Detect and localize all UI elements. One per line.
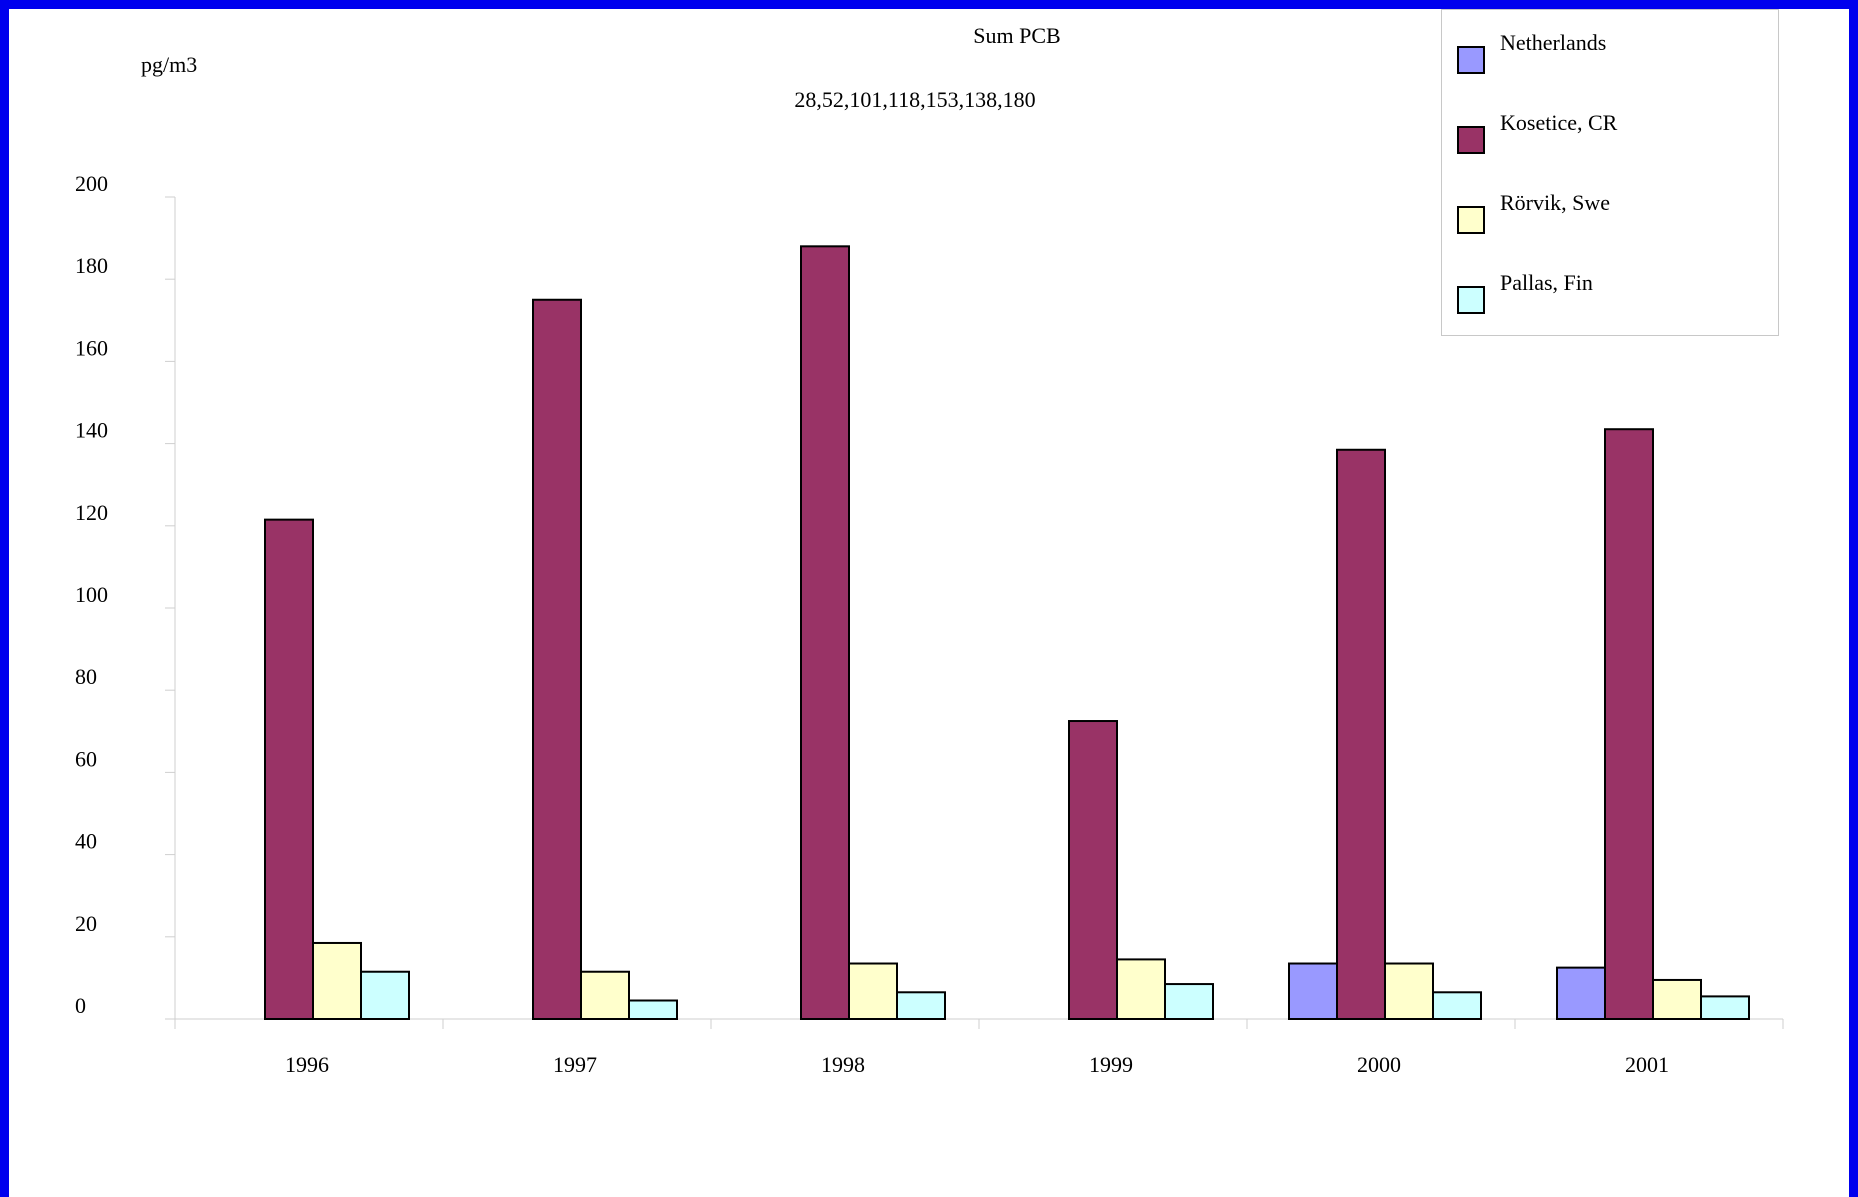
bar-chart: Sum PCB 28,52,101,118,153,138,180 pg/m3 … <box>75 23 1784 1077</box>
legend-swatch <box>1457 286 1485 314</box>
bar-1-2000 <box>1288 962 1338 1021</box>
bar-4-1999 <box>1164 983 1214 1021</box>
y-tick-label: 100 <box>75 582 108 607</box>
legend-item: Rörvik, Swe <box>1457 178 1767 234</box>
chart-frame: Sum PCB 28,52,101,118,153,138,180 pg/m3 … <box>9 9 1849 1197</box>
y-tick-label: 120 <box>75 500 108 525</box>
legend-label: Kosetice, CR <box>1500 110 1618 135</box>
x-tick-label: 1997 <box>553 1052 597 1077</box>
axes <box>165 196 1784 1029</box>
x-tick-label: 2000 <box>1357 1052 1401 1077</box>
y-tick-label: 200 <box>75 171 108 196</box>
x-tick-label: 2001 <box>1625 1052 1669 1077</box>
legend-item: Pallas, Fin <box>1457 258 1767 314</box>
legend-swatch <box>1457 46 1485 74</box>
bars <box>264 245 1750 1021</box>
y-tick-labels: 0 20 40 60 80 100 120 140 160 180 200 <box>75 171 108 1018</box>
bar-4-2001 <box>1700 995 1750 1021</box>
bar-4-1998 <box>896 991 946 1020</box>
bar-3-2001 <box>1652 978 1702 1021</box>
bar-3-1996 <box>312 941 362 1021</box>
legend-label: Rörvik, Swe <box>1500 190 1610 215</box>
chart-subtitle: 28,52,101,118,153,138,180 <box>794 87 1035 112</box>
legend-swatch <box>1457 206 1485 234</box>
y-tick-label: 20 <box>75 911 97 936</box>
y-tick-label: 40 <box>75 829 97 854</box>
x-tick-label: 1998 <box>821 1052 865 1077</box>
x-tick-labels: 1996 1997 1998 1999 2000 2001 <box>285 1052 1669 1077</box>
bar-3-1999 <box>1116 958 1166 1021</box>
legend-swatch <box>1457 126 1485 154</box>
bar-2-2000 <box>1336 448 1386 1020</box>
x-tick-label: 1996 <box>285 1052 329 1077</box>
legend-item: Netherlands <box>1457 18 1767 74</box>
bar-4-1997 <box>628 999 678 1021</box>
legend-label: Pallas, Fin <box>1500 270 1593 295</box>
bar-1-2001 <box>1556 966 1606 1020</box>
bar-3-1998 <box>848 962 898 1021</box>
legend-item: Kosetice, CR <box>1457 98 1767 154</box>
bar-3-1997 <box>580 970 630 1020</box>
y-tick-label: 80 <box>75 664 97 689</box>
y-tick-label: 160 <box>75 335 108 360</box>
bar-4-2000 <box>1432 991 1482 1020</box>
y-tick-label: 180 <box>75 253 108 278</box>
bar-2-1996 <box>264 518 314 1020</box>
bar-2-1997 <box>532 298 582 1020</box>
bar-2-1999 <box>1068 720 1118 1021</box>
x-tick-label: 1999 <box>1089 1052 1133 1077</box>
bar-3-2000 <box>1384 962 1434 1021</box>
bar-2-1998 <box>800 245 850 1020</box>
legend-label: Netherlands <box>1500 30 1607 55</box>
y-tick-label: 0 <box>75 993 86 1018</box>
y-tick-label: 60 <box>75 746 97 771</box>
legend: Netherlands Kosetice, CR Rörvik, Swe Pallas… <box>1441 9 1779 336</box>
bar-2-2001 <box>1604 428 1654 1020</box>
bar-4-1996 <box>360 970 410 1020</box>
chart-title: Sum PCB <box>973 23 1060 48</box>
y-axis-label: pg/m3 <box>141 52 197 77</box>
y-tick-label: 140 <box>75 418 108 443</box>
